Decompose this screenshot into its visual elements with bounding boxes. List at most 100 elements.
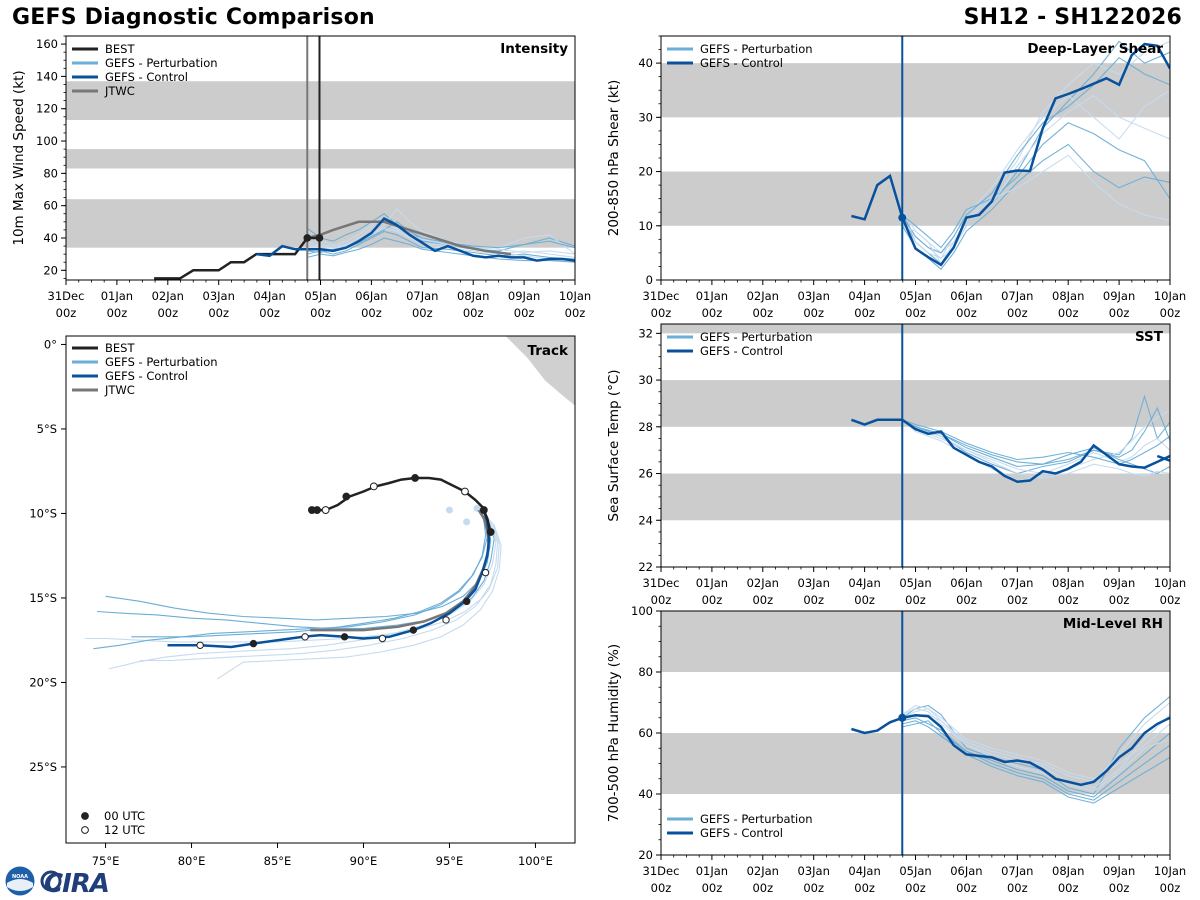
perturbation-line-shear-2 (901, 143, 1170, 270)
track-perturbation-3 (139, 509, 500, 662)
cira-logo-text: CIRA (44, 869, 109, 897)
band-intensity-2 (66, 81, 575, 121)
xtick-hour-sst-6: 00z (956, 593, 977, 607)
xtick-date-rh-3: 03Jan (798, 864, 830, 878)
land-sumatra (504, 336, 575, 407)
legend-label-sst-1: GEFS - Control (700, 344, 783, 358)
track-perturbation-start-0 (445, 506, 453, 514)
ytick-label-intensity-4: 100 (36, 134, 58, 148)
xtick-date-rh-2: 02Jan (747, 864, 779, 878)
xtick-date-sst-10: 10Jan (1154, 576, 1186, 590)
xtick-hour-sst-2: 00z (752, 593, 773, 607)
xtick-hour-sst-8: 00z (1058, 593, 1079, 607)
ytick-label-intensity-6: 140 (36, 69, 58, 83)
marker-legend-symbol-1 (81, 826, 89, 834)
legend-label-shear-1: GEFS - Control (700, 56, 783, 70)
ytick-label-rh-1: 40 (638, 787, 653, 801)
xtick-hour-rh-1: 00z (702, 881, 723, 895)
axes-frame-track (65, 335, 576, 844)
xtick-date-intensity-6: 06Jan (355, 289, 387, 303)
xtick-hour-rh-7: 00z (1007, 881, 1028, 895)
plot-area-track (84, 336, 575, 680)
ytick-label-intensity-0: 20 (43, 263, 58, 277)
cira-logo: NOAA CIRA (5, 866, 110, 897)
track-best-marker-6 (461, 487, 469, 496)
xtick-hour-shear-1: 00z (702, 306, 723, 320)
perturbation-line-intensity-5 (307, 217, 575, 255)
ytick-label-rh-3: 80 (638, 665, 653, 679)
panel-title-sst: SST (1135, 329, 1164, 345)
xtick-hour-intensity-3: 00z (208, 306, 229, 320)
track-perturbation-start-1 (463, 518, 471, 526)
ytick-label-shear-2: 20 (638, 165, 653, 179)
xtick-hour-shear-9: 00z (1109, 306, 1130, 320)
perturbation-line-sst-1 (901, 419, 1170, 475)
xtick-date-shear-4: 04Jan (848, 289, 880, 303)
xtick-date-shear-5: 05Jan (899, 289, 931, 303)
track-control-line (167, 509, 491, 649)
xtick-date-sst-6: 06Jan (950, 576, 982, 590)
xtick-hour-sst-3: 00z (803, 593, 824, 607)
legend-label-track-3: JTWC (104, 383, 135, 397)
globe-icon (40, 870, 62, 892)
track-best-marker-2 (321, 506, 330, 514)
perturbation-line-shear-7 (902, 154, 1170, 265)
track-perturbation-2 (93, 509, 487, 650)
xtick-hour-intensity-9: 00z (514, 306, 535, 320)
legend-label-shear-0: GEFS - Perturbation (700, 42, 813, 56)
ytick-label-intensity-2: 60 (43, 199, 58, 213)
xtick-date-intensity-1: 01Jan (101, 289, 133, 303)
track-control-marker-8 (196, 641, 204, 649)
track-perturbation-7 (108, 509, 497, 670)
xtick-date-shear-7: 07Jan (1001, 289, 1033, 303)
marker-legend-symbol-0 (81, 812, 89, 820)
best-marker-intensity-1 (315, 234, 324, 242)
ytick-label-rh-0: 20 (638, 848, 653, 862)
xtick-hour-shear-10: 00z (1160, 306, 1181, 320)
ylabel-intensity: 10m Max Wind Speed (kt) (11, 70, 27, 245)
xtick-date-intensity-5: 05Jan (304, 289, 336, 303)
xtick-hour-rh-10: 00z (1160, 881, 1181, 895)
xtick-date-sst-3: 03Jan (798, 576, 830, 590)
track-jtwc-line (310, 509, 491, 632)
track-best-marker-1 (313, 506, 321, 514)
band-shear-1 (661, 63, 1170, 118)
track-control-marker-6 (301, 633, 309, 641)
xtick-hour-shear-4: 00z (854, 306, 875, 320)
storm-id: SH12 - SH122026 (963, 5, 1182, 30)
band-rh-1 (661, 611, 1170, 672)
ytick-label-shear-1: 10 (638, 219, 653, 233)
band-rh-0 (661, 733, 1170, 794)
track-xtick-label-1: 80°E (178, 854, 206, 868)
best-marker-intensity-0 (303, 234, 312, 242)
best-line-intensity (154, 236, 320, 280)
xtick-date-shear-1: 01Jan (696, 289, 728, 303)
perturbation-line-shear-4 (901, 122, 1170, 249)
track-ytick-label-2: 10°S (29, 506, 57, 520)
xtick-hour-rh-5: 00z (905, 881, 926, 895)
xtick-hour-intensity-7: 00z (412, 306, 433, 320)
ytick-label-rh-4: 100 (631, 604, 653, 618)
panel-track: 75°E 80°E 85°E 90°E 95°E 100°E 0° 5°S 10°S 15°S 20… (29, 335, 576, 868)
ytick-label-sst-5: 32 (638, 326, 653, 340)
xtick-hour-intensity-6: 00z (361, 306, 382, 320)
xtick-hour-rh-9: 00z (1109, 881, 1130, 895)
legend-label-track-1: GEFS - Perturbation (105, 355, 218, 369)
xtick-date-intensity-9: 09Jan (508, 289, 540, 303)
xtick-date-rh-1: 01Jan (696, 864, 728, 878)
xtick-hour-sst-7: 00z (1007, 593, 1028, 607)
track-control-marker-2 (442, 616, 450, 624)
control-line-sst (850, 418, 1170, 483)
noaa-badge-text: NOAA (12, 874, 28, 880)
plot-area-intensity (66, 36, 575, 280)
perturbation-line-shear-5 (901, 94, 1170, 259)
xtick-hour-intensity-4: 00z (259, 306, 280, 320)
track-control-marker-3 (409, 626, 418, 634)
control-marker-shear (898, 213, 907, 222)
xtick-hour-sst-4: 00z (854, 593, 875, 607)
xtick-date-sst-8: 08Jan (1052, 576, 1084, 590)
xtick-date-intensity-3: 03Jan (203, 289, 235, 303)
xtick-date-shear-8: 08Jan (1052, 289, 1084, 303)
track-best-marker-4 (369, 482, 378, 491)
